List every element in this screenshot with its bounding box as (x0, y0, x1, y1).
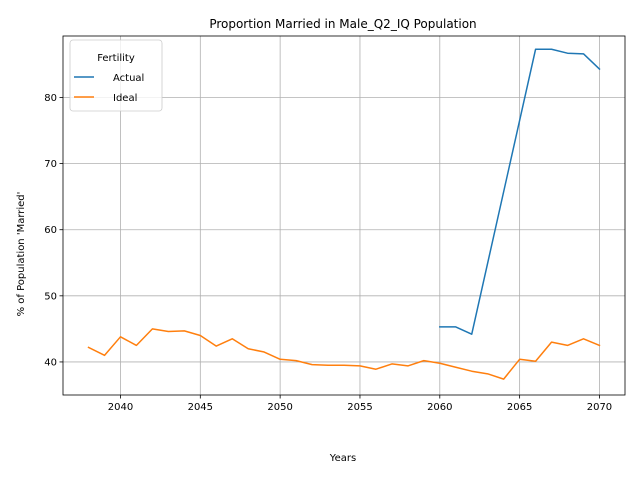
x-tick-label: 2055 (347, 402, 372, 413)
x-tick-label: 2070 (587, 402, 612, 413)
y-axis-label: % of Population 'Married' (16, 192, 27, 317)
x-tick-label: 2045 (188, 402, 213, 413)
y-tick-label: 80 (44, 93, 57, 104)
y-tick-label: 60 (44, 225, 57, 236)
series-line-actual (439, 48, 601, 335)
chart-title: Proportion Married in Male_Q2_IQ Populat… (209, 17, 476, 31)
y-tick-label: 40 (44, 357, 57, 368)
x-tick-label: 2065 (507, 402, 532, 413)
legend-label-actual: Actual (113, 73, 144, 84)
series-line-ideal (87, 328, 601, 380)
x-tick-label: 2050 (267, 402, 292, 413)
x-tick-label: 2060 (427, 402, 452, 413)
series-layer (87, 48, 601, 380)
y-tick-label: 70 (44, 159, 57, 170)
legend: Fertility Actual Ideal (69, 39, 163, 112)
legend-items: Actual Ideal (74, 73, 144, 104)
x-axis-label: Years (329, 453, 356, 464)
legend-label-ideal: Ideal (113, 93, 137, 104)
legend-box (69, 39, 163, 112)
y-axis: 40 50 60 70 80 (44, 93, 63, 368)
plot-area-frame (62, 35, 626, 396)
legend-title: Fertility (97, 53, 135, 64)
x-axis: 2040 2045 2050 2055 2060 2065 2070 (108, 395, 612, 413)
x-tick-label: 2040 (108, 402, 133, 413)
y-tick-label: 50 (44, 291, 57, 302)
